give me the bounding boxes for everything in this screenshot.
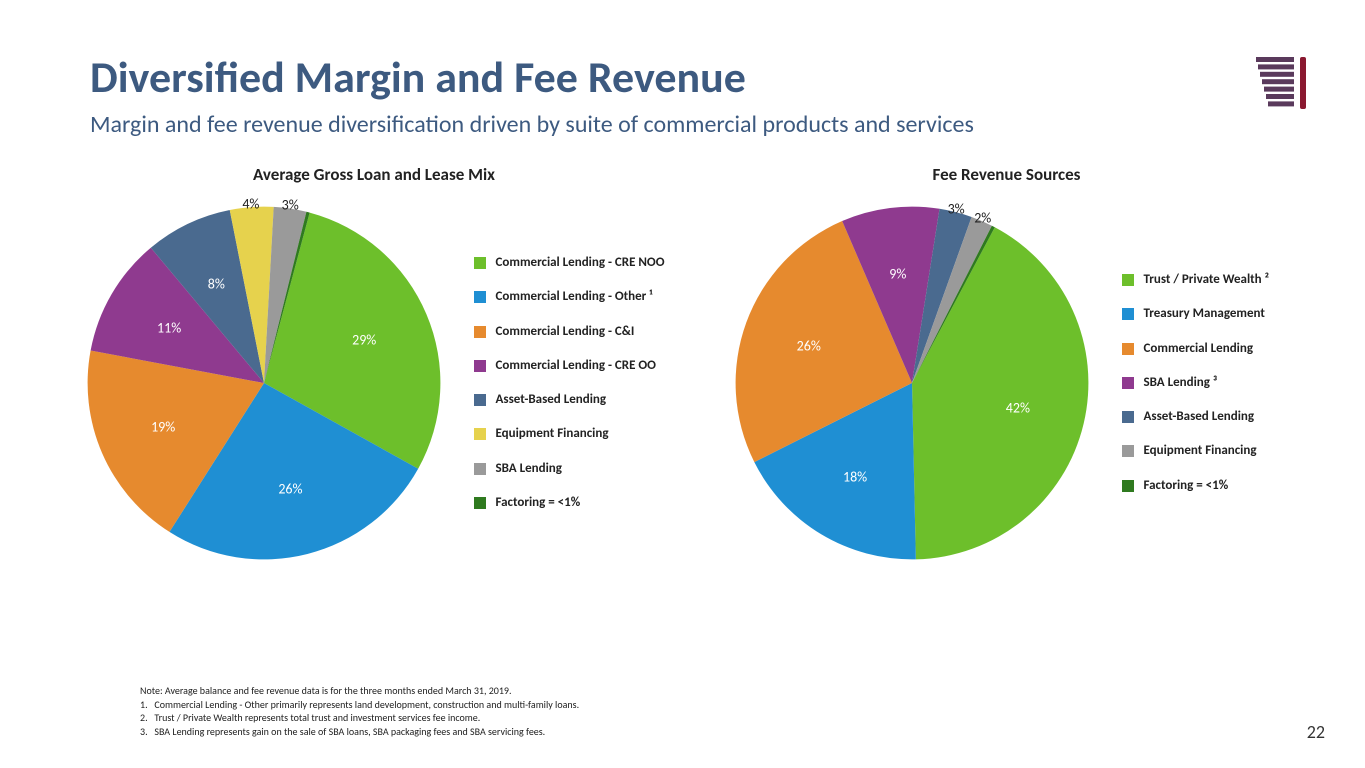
legend-text: Factoring = <1% — [496, 495, 581, 511]
legend-item: Equipment Financing — [1122, 443, 1282, 459]
legend-item: Commercial Lending - Other ¹ — [474, 289, 665, 305]
fee-revenue-chart: Fee Revenue Sources 42% 18% 26% 9% 3% 2% Trus… — [732, 164, 1282, 563]
legend-swatch — [474, 257, 486, 269]
page-subtitle: Margin and fee revenue diversification d… — [90, 110, 1275, 139]
legend-item: Factoring = <1% — [1122, 478, 1282, 494]
loan-mix-chart: Average Gross Loan and Lease Mix 29% 26% 1… — [84, 164, 665, 563]
chart-title: Average Gross Loan and Lease Mix — [253, 164, 495, 185]
legend-swatch — [474, 463, 486, 475]
slice-label: 8% — [208, 276, 225, 293]
header: Diversified Margin and Fee Revenue Margi… — [0, 0, 1365, 139]
legend-item: Asset-Based Lending — [1122, 409, 1282, 425]
legend-item: SBA Lending — [474, 461, 665, 477]
legend-text: SBA Lending ³ — [1144, 375, 1218, 391]
legend-text: Commercial Lending — [1144, 341, 1254, 357]
footnote-1: 1. Commercial Lending - Other primarily … — [140, 698, 579, 712]
legend-item: Asset-Based Lending — [474, 392, 665, 408]
slice-label: 19% — [151, 418, 175, 435]
slice-label: 42% — [1006, 400, 1030, 417]
footnote-3: 3. SBA Lending represents gain on the sa… — [140, 725, 579, 739]
legend-item: Trust / Private Wealth ² — [1122, 272, 1282, 288]
footnote-2: 2. Trust / Private Wealth represents tot… — [140, 711, 579, 725]
legend-text: Asset-Based Lending — [496, 392, 607, 408]
slice-label: 26% — [278, 481, 302, 498]
legend-item: Commercial Lending - C&I — [474, 324, 665, 340]
slice-label: 3% — [282, 197, 299, 214]
legend-item: Equipment Financing — [474, 426, 665, 442]
slice-label: 26% — [797, 337, 821, 354]
legend-item: Commercial Lending — [1122, 341, 1282, 357]
legend-text: Equipment Financing — [1144, 443, 1257, 459]
legend-text: Asset-Based Lending — [1144, 409, 1255, 425]
legend-text: Commercial Lending - CRE OO — [496, 358, 656, 374]
legend-swatch — [474, 497, 486, 509]
legend-item: Commercial Lending - CRE OO — [474, 358, 665, 374]
legend-text: Commercial Lending - CRE NOO — [496, 255, 665, 271]
footnote-note: Note: Average balance and fee revenue da… — [140, 684, 579, 698]
page-title: Diversified Margin and Fee Revenue — [90, 50, 1275, 104]
pie-loan-mix: 29%26%19%11%8%4%3% — [84, 203, 444, 563]
footnotes: Note: Average balance and fee revenue da… — [140, 684, 579, 738]
legend-swatch — [1122, 377, 1134, 389]
pie-fee-revenue: 42% 18% 26% 9% 3% 2% — [732, 203, 1092, 563]
legend-swatch — [1122, 445, 1134, 457]
legend-swatch — [1122, 274, 1134, 286]
legend-fee-revenue: Trust / Private Wealth ² Treasury Managem… — [1122, 272, 1282, 494]
slice-label: 11% — [157, 319, 181, 336]
legend-swatch — [1122, 308, 1134, 320]
slice-label: 18% — [843, 468, 867, 485]
legend-swatch — [474, 291, 486, 303]
legend-swatch — [474, 394, 486, 406]
chart-title: Fee Revenue Sources — [933, 164, 1081, 185]
slice-label: 2% — [974, 209, 991, 226]
charts-row: Average Gross Loan and Lease Mix 29% 26% 1… — [0, 139, 1365, 563]
brand-logo — [1254, 55, 1310, 111]
legend-text: Treasury Management — [1144, 306, 1265, 322]
legend-loan-mix: Commercial Lending - CRE NOO Commercial L… — [474, 255, 665, 511]
legend-text: Commercial Lending - Other ¹ — [496, 289, 653, 305]
slice-label: 29% — [352, 332, 376, 349]
legend-text: Trust / Private Wealth ² — [1144, 272, 1270, 288]
legend-text: Equipment Financing — [496, 426, 609, 442]
legend-text: Commercial Lending - C&I — [496, 324, 635, 340]
legend-swatch — [474, 360, 486, 372]
legend-text: SBA Lending — [496, 461, 562, 477]
legend-swatch — [1122, 411, 1134, 423]
legend-swatch — [474, 428, 486, 440]
legend-item: Factoring = <1% — [474, 495, 665, 511]
legend-swatch — [1122, 343, 1134, 355]
slice-label: 4% — [242, 195, 259, 212]
slice-label: 3% — [948, 200, 965, 217]
legend-text: Factoring = <1% — [1144, 478, 1229, 494]
legend-item: Commercial Lending - CRE NOO — [474, 255, 665, 271]
legend-item: Treasury Management — [1122, 306, 1282, 322]
legend-swatch — [1122, 480, 1134, 492]
legend-item: SBA Lending ³ — [1122, 375, 1282, 391]
page-number: 22 — [1307, 721, 1325, 743]
slice-label: 9% — [889, 266, 906, 283]
legend-swatch — [474, 326, 486, 338]
